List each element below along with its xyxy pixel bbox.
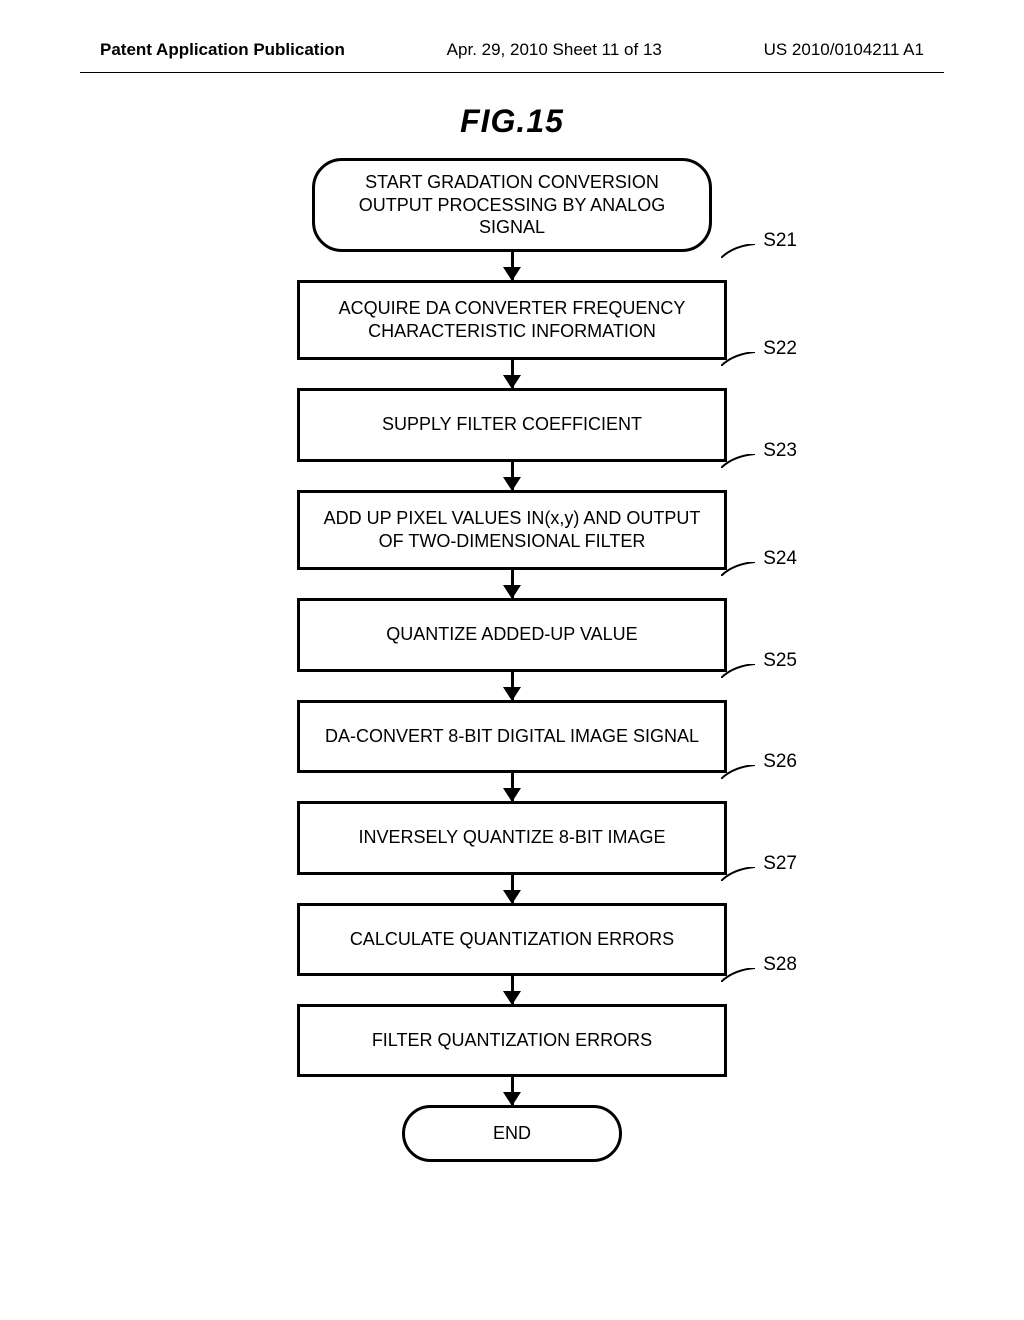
step-s28: S28 FILTER QUANTIZATION ERRORS — [297, 976, 727, 1077]
arrow-icon — [511, 672, 514, 700]
step-s26: S26 INVERSELY QUANTIZE 8-BIT IMAGE — [297, 773, 727, 874]
arrow-icon — [511, 360, 514, 388]
label-tick-icon — [721, 867, 755, 881]
step-s27: S27 CALCULATE QUANTIZATION ERRORS — [297, 875, 727, 976]
step-label: S22 — [763, 338, 797, 360]
arrow-icon — [511, 252, 514, 280]
header-right: US 2010/0104211 A1 — [764, 40, 924, 60]
header-mid: Apr. 29, 2010 Sheet 11 of 13 — [447, 40, 662, 60]
label-tick-icon — [721, 244, 755, 258]
flowchart: START GRADATION CONVERSION OUTPUT PROCES… — [80, 158, 944, 1162]
step-s21: S21 ACQUIRE DA CONVERTER FREQUENCY CHARA… — [297, 252, 727, 361]
label-tick-icon — [721, 765, 755, 779]
label-tick-icon — [721, 562, 755, 576]
arrow-icon — [511, 976, 514, 1004]
figure-title: FIG.15 — [80, 103, 944, 140]
label-tick-icon — [721, 968, 755, 982]
step-label: S24 — [763, 548, 797, 570]
step-label: S21 — [763, 230, 797, 252]
step-s22: S22 SUPPLY FILTER COEFFICIENT — [297, 360, 727, 461]
step-label: S27 — [763, 853, 797, 875]
process-box: CALCULATE QUANTIZATION ERRORS — [297, 903, 727, 976]
process-box: ACQUIRE DA CONVERTER FREQUENCY CHARACTER… — [297, 280, 727, 361]
process-box: INVERSELY QUANTIZE 8-BIT IMAGE — [297, 801, 727, 874]
header-left: Patent Application Publication — [100, 40, 345, 60]
process-box: ADD UP PIXEL VALUES IN(x,y) AND OUTPUT O… — [297, 490, 727, 571]
step-label: S28 — [763, 954, 797, 976]
page-header: Patent Application Publication Apr. 29, … — [80, 40, 944, 73]
process-box: DA-CONVERT 8-BIT DIGITAL IMAGE SIGNAL — [297, 700, 727, 773]
label-tick-icon — [721, 352, 755, 366]
step-label: S23 — [763, 440, 797, 462]
label-tick-icon — [721, 664, 755, 678]
label-tick-icon — [721, 454, 755, 468]
step-s23: S23 ADD UP PIXEL VALUES IN(x,y) AND OUTP… — [297, 462, 727, 571]
process-box: SUPPLY FILTER COEFFICIENT — [297, 388, 727, 461]
step-s24: S24 QUANTIZE ADDED-UP VALUE — [297, 570, 727, 671]
arrow-icon — [511, 875, 514, 903]
arrow-icon — [511, 1077, 514, 1105]
arrow-icon — [511, 462, 514, 490]
arrow-icon — [511, 570, 514, 598]
step-s25: S25 DA-CONVERT 8-BIT DIGITAL IMAGE SIGNA… — [297, 672, 727, 773]
terminator-start: START GRADATION CONVERSION OUTPUT PROCES… — [312, 158, 712, 252]
arrow-icon — [511, 773, 514, 801]
terminator-end: END — [402, 1105, 622, 1162]
page: Patent Application Publication Apr. 29, … — [0, 0, 1024, 1320]
step-label: S26 — [763, 751, 797, 773]
process-box: FILTER QUANTIZATION ERRORS — [297, 1004, 727, 1077]
process-box: QUANTIZE ADDED-UP VALUE — [297, 598, 727, 671]
step-label: S25 — [763, 650, 797, 672]
